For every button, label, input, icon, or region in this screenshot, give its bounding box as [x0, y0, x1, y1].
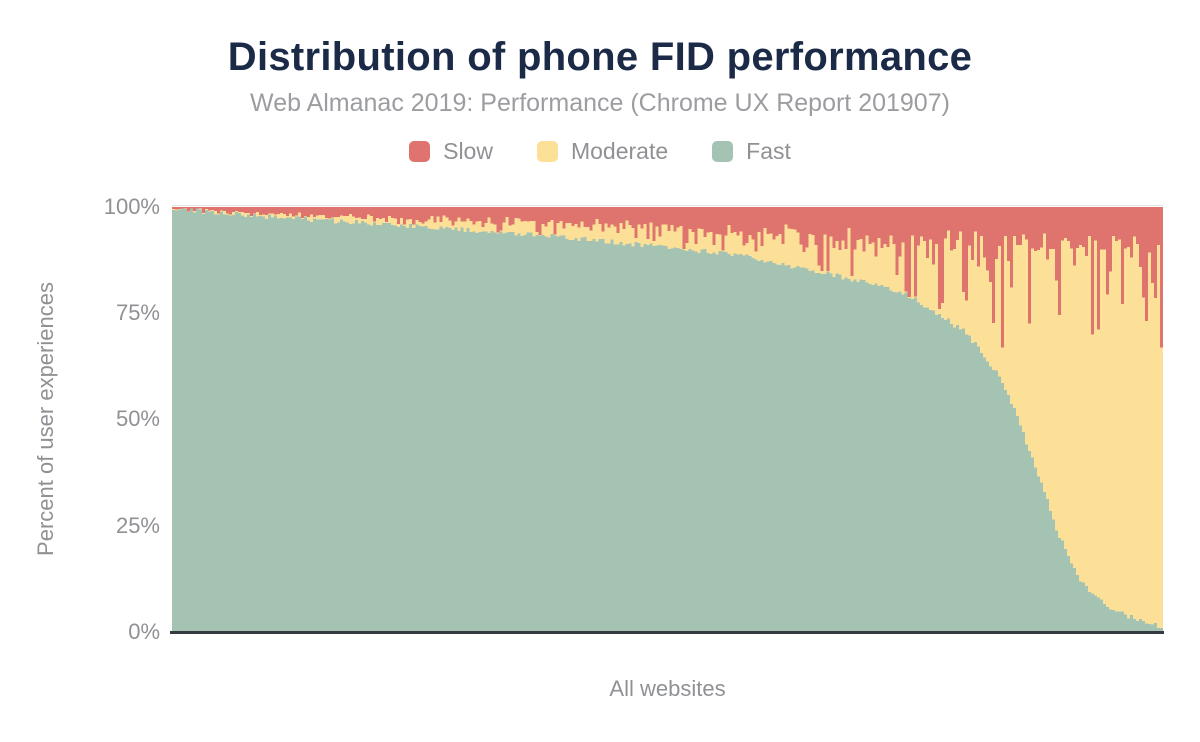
y-tick-50: 50%	[115, 406, 160, 431]
legend-item-moderate: Moderate	[536, 138, 669, 165]
y-tick-0: 0%	[128, 619, 160, 644]
y-tick-100: 100%	[103, 194, 160, 219]
legend-label-moderate: Moderate	[570, 138, 669, 164]
x-axis-line	[170, 631, 1164, 634]
legend-item-fast: Fast	[712, 138, 791, 165]
y-axis-title: Percent of user experiences	[33, 282, 58, 556]
chart-legend: Slow Moderate Fast	[0, 138, 1200, 165]
legend-label-slow: Slow	[443, 138, 493, 164]
moderate-swatch-icon	[536, 141, 558, 162]
chart-title: Distribution of phone FID performance	[227, 35, 973, 79]
plot-area	[172, 207, 1164, 633]
fast-swatch-icon	[712, 141, 734, 162]
stacked-bars-svg	[172, 207, 1164, 633]
x-axis-title: All websites	[609, 676, 726, 701]
y-tick-25: 25%	[115, 513, 160, 538]
legend-label-fast: Fast	[746, 138, 791, 164]
chart-subtitle: Web Almanac 2019: Performance (Chrome UX…	[250, 89, 950, 117]
slow-swatch-icon	[409, 141, 431, 162]
y-tick-75: 75%	[115, 300, 160, 325]
gridline-100pct	[172, 205, 1163, 206]
legend-item-slow: Slow	[409, 138, 493, 165]
